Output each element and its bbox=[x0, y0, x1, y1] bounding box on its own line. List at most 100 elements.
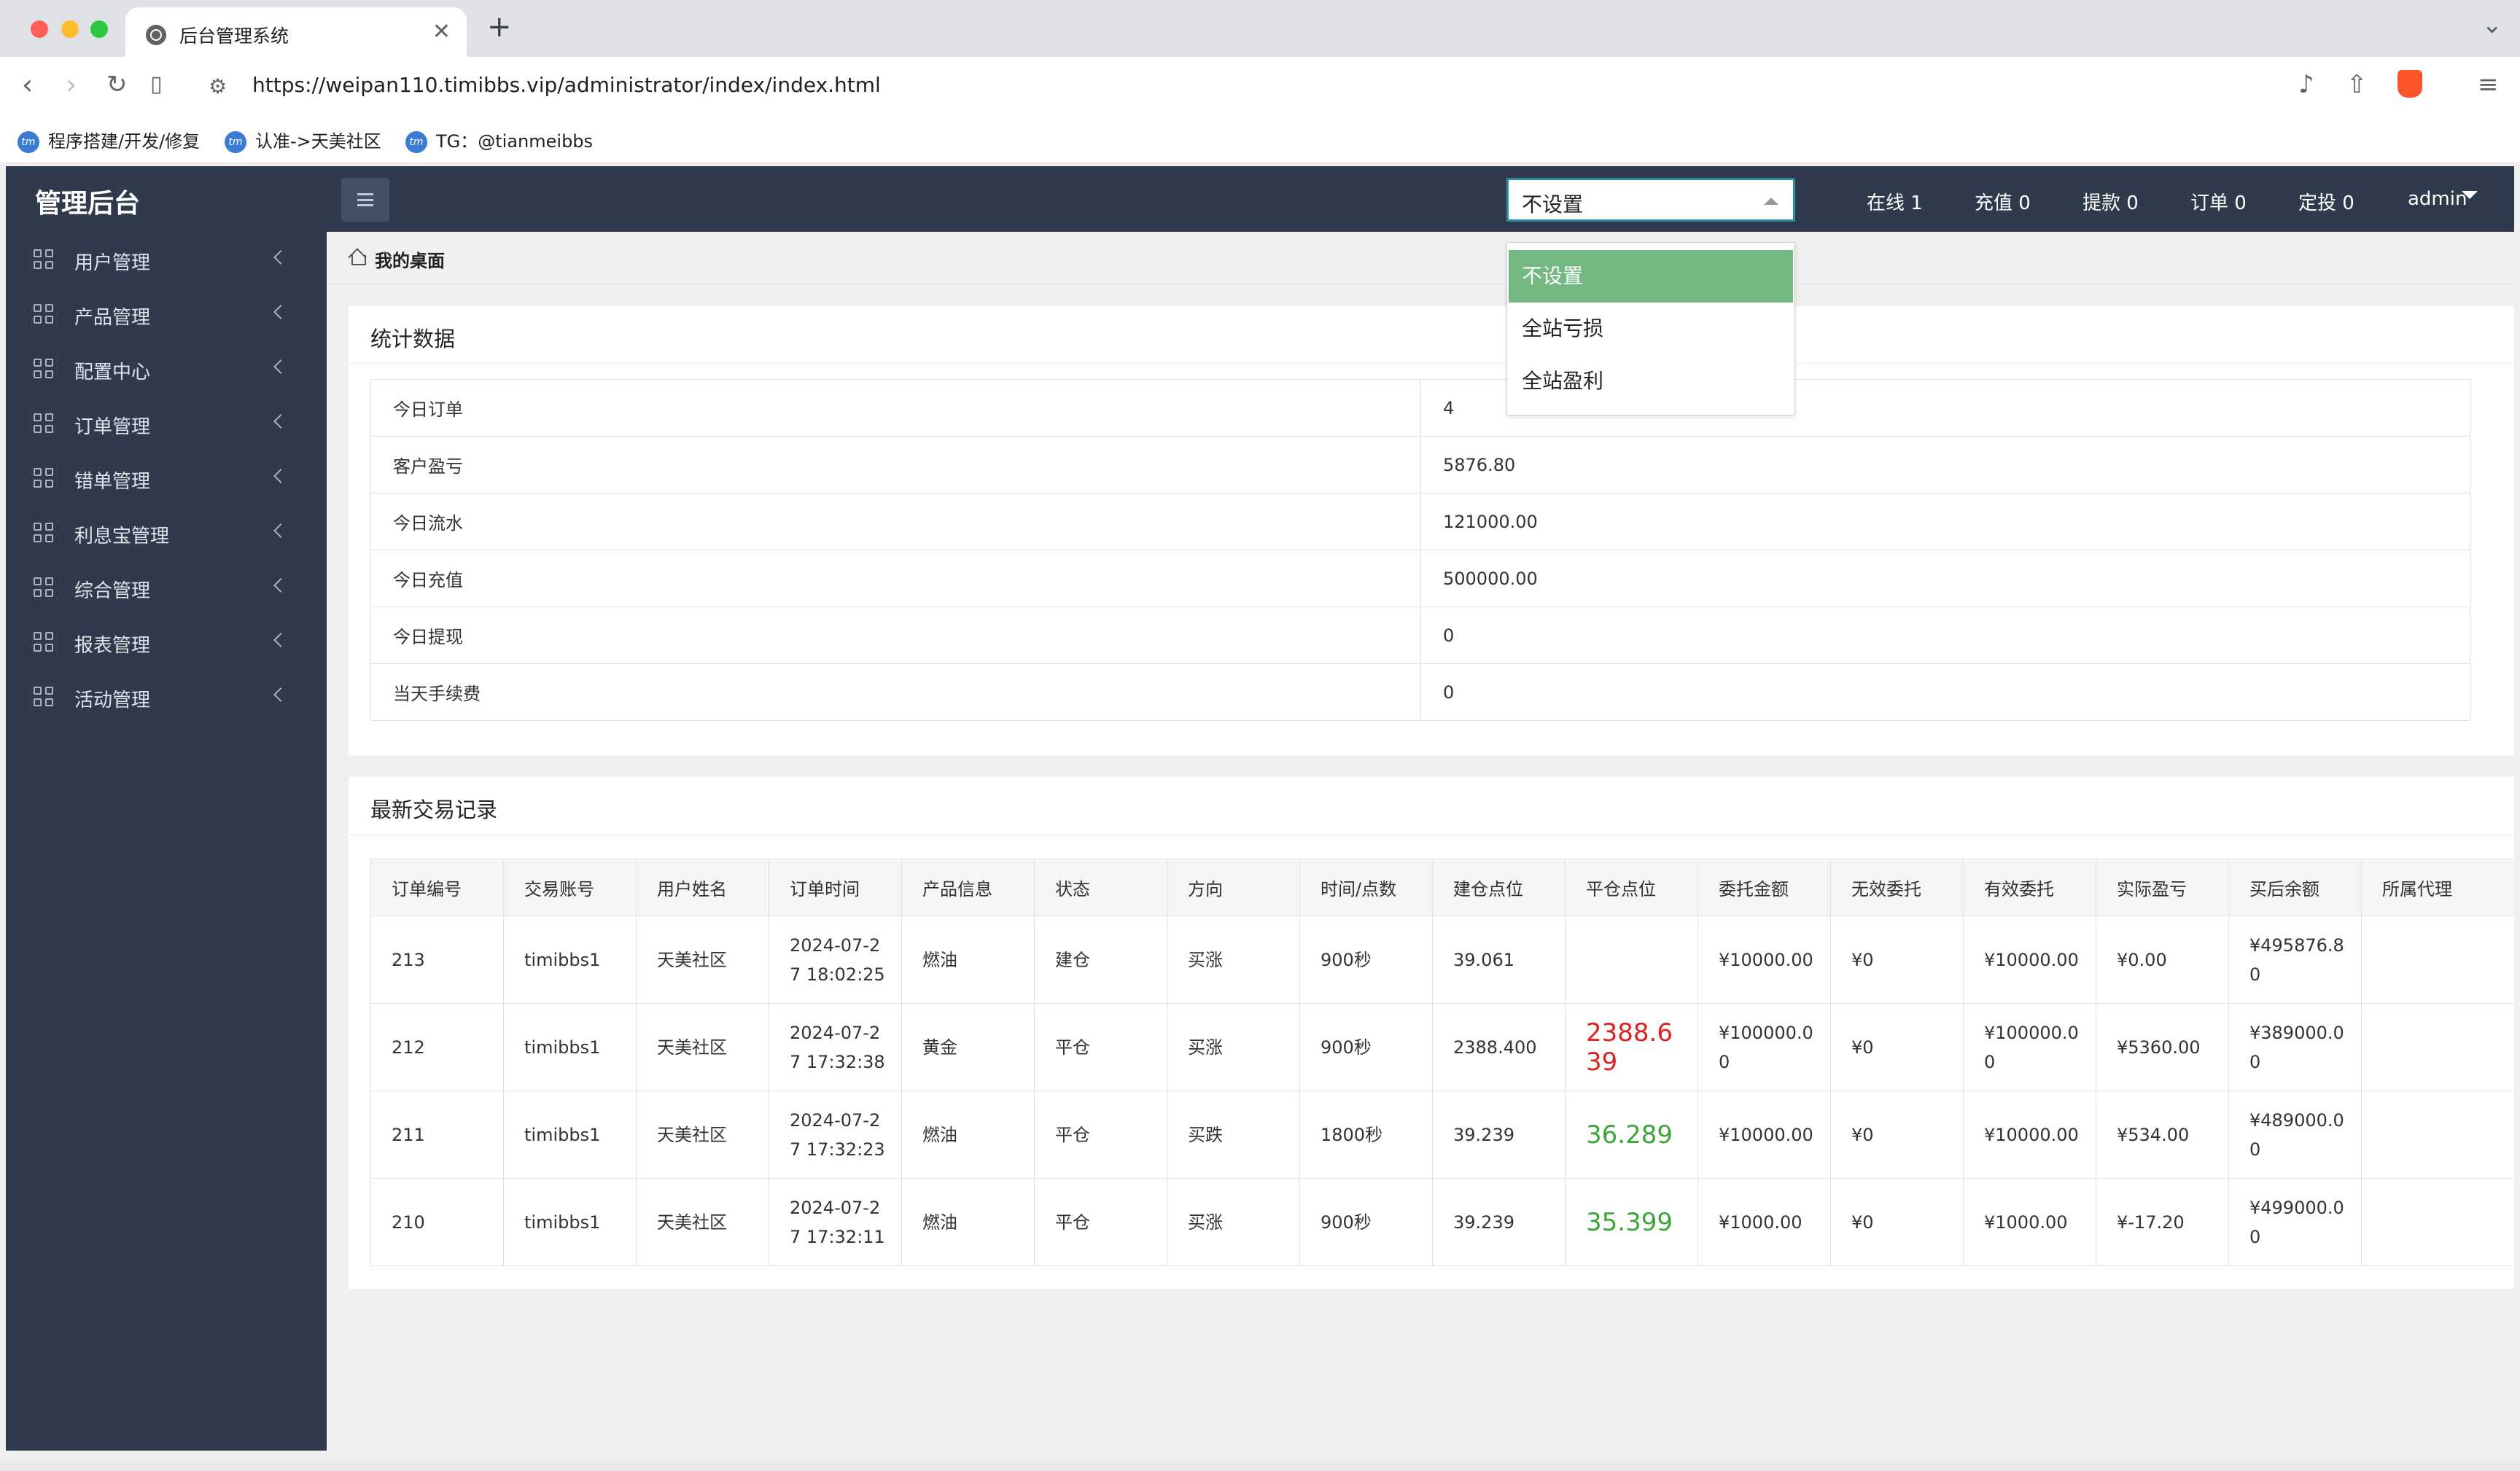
cell-invalid: ¥0 bbox=[1830, 1090, 1964, 1179]
maximize-window-button[interactable] bbox=[90, 20, 108, 38]
stats-row: 当天手续费 0 bbox=[370, 663, 2470, 721]
address-bar[interactable]: https://weipan110.timibbs.vip/administra… bbox=[252, 73, 881, 97]
cell-time: 2024-07-27 17:32:11 bbox=[769, 1178, 902, 1266]
recharge-count-link[interactable]: 充值 0 bbox=[1975, 192, 2031, 214]
cell-balance: ¥499000.00 bbox=[2228, 1178, 2362, 1266]
divider bbox=[349, 834, 2514, 835]
brave-icon[interactable] bbox=[2398, 70, 2422, 98]
cell-status: 平仓 bbox=[1034, 1003, 1167, 1091]
share-icon[interactable]: ⇧ bbox=[2346, 70, 2368, 99]
cell-invalid: ¥0 bbox=[1830, 1178, 1964, 1266]
breadcrumb: 我的桌面 bbox=[327, 232, 2514, 284]
cell-name: 天美社区 bbox=[636, 916, 769, 1004]
column-header: 交易账号 bbox=[503, 859, 637, 916]
stats-row: 今日订单 4 bbox=[370, 379, 2470, 437]
admin-user-menu[interactable]: admin bbox=[2408, 188, 2468, 210]
sidebar-item-label: 配置中心 bbox=[74, 362, 151, 383]
stats-table: 今日订单 4 客户盈亏 5876.80 今日流水 121000.00 今日充值 500000.… bbox=[370, 379, 2470, 721]
new-tab-button[interactable]: + bbox=[487, 10, 512, 44]
tab-list-chevron-icon[interactable]: ⌄ bbox=[2481, 10, 2503, 39]
dropdown-option-site-profit[interactable]: 全站盈利 bbox=[1522, 369, 1604, 393]
profit-mode-select[interactable]: 不设置 bbox=[1506, 178, 1795, 222]
back-icon[interactable]: ‹ bbox=[22, 69, 34, 101]
sidebar-item-label: 订单管理 bbox=[74, 416, 151, 438]
music-icon[interactable]: ♪ bbox=[2298, 70, 2314, 99]
trades-card: 最新交易记录 订单编号 交易账号 用户姓名 订单时间 产品信息 状态 方向 时间/点数 建仓点位… bbox=[349, 777, 2514, 1289]
sidebar-item[interactable]: 综合管理 bbox=[6, 560, 327, 614]
home-icon[interactable] bbox=[349, 248, 366, 265]
column-header: 状态 bbox=[1034, 859, 1167, 916]
cell-agent bbox=[2361, 1003, 2514, 1091]
browser-tab[interactable]: 后台管理系统 ✕ bbox=[125, 7, 467, 57]
grid-icon bbox=[34, 359, 54, 379]
cell-direction: 买涨 bbox=[1167, 1178, 1300, 1266]
column-header: 产品信息 bbox=[901, 859, 1035, 916]
minimize-window-button[interactable] bbox=[61, 20, 79, 38]
site-info-icon[interactable]: ⚙ bbox=[209, 74, 228, 98]
close-window-button[interactable] bbox=[31, 20, 48, 38]
bookmark-item[interactable]: tm TG：@tianmeibbs bbox=[405, 127, 593, 153]
cell-amount: ¥100000.00 bbox=[1698, 1003, 1831, 1091]
order-count-link[interactable]: 订单 0 bbox=[2190, 192, 2247, 214]
stats-card-title: 统计数据 bbox=[370, 327, 456, 351]
trades-card-title: 最新交易记录 bbox=[370, 797, 498, 822]
menu-toggle-button[interactable] bbox=[341, 178, 389, 222]
cell-open: 2388.400 bbox=[1432, 1003, 1566, 1091]
cell-id: 213 bbox=[370, 916, 504, 1004]
bookmark-favicon-icon: tm bbox=[405, 131, 427, 153]
sidebar-item[interactable]: 用户管理 bbox=[6, 232, 327, 286]
dropdown-option-site-loss[interactable]: 全站亏损 bbox=[1522, 316, 1604, 340]
sidebar-item[interactable]: 报表管理 bbox=[6, 614, 327, 669]
close-tab-icon[interactable]: ✕ bbox=[432, 19, 451, 44]
bookmark-favicon-icon: tm bbox=[18, 131, 39, 153]
column-header: 建仓点位 bbox=[1432, 859, 1566, 916]
sidebar-item-label: 产品管理 bbox=[74, 307, 151, 329]
sidebar-item[interactable]: 利息宝管理 bbox=[6, 505, 327, 560]
cell-open: 39.239 bbox=[1432, 1178, 1566, 1266]
caret-down-icon[interactable] bbox=[2462, 191, 2478, 199]
chevron-left-icon bbox=[273, 578, 288, 593]
stat-value: 0 bbox=[1420, 663, 2470, 721]
cell-amount: ¥10000.00 bbox=[1698, 916, 1831, 1004]
bookmark-item[interactable]: tm 认准->天美社区 bbox=[225, 127, 381, 153]
sidebar-item[interactable]: 订单管理 bbox=[6, 396, 327, 450]
forward-icon[interactable]: › bbox=[66, 69, 77, 101]
cell-status: 建仓 bbox=[1034, 916, 1167, 1004]
cell-status: 平仓 bbox=[1034, 1090, 1167, 1179]
browser-toolbar: ‹ › ↻ ▯ ⚙ https://weipan110.timibbs.vip/… bbox=[0, 57, 2520, 115]
bookmark-favicon-icon: tm bbox=[225, 131, 246, 153]
fixed-invest-count-link[interactable]: 定投 0 bbox=[2298, 192, 2354, 214]
breadcrumb-tab-desktop[interactable]: 我的桌面 bbox=[375, 251, 445, 271]
window-bottom-edge bbox=[0, 1451, 2520, 1471]
cell-invalid: ¥0 bbox=[1830, 916, 1964, 1004]
cell-close: 35.399 bbox=[1565, 1178, 1698, 1266]
cell-balance: ¥489000.00 bbox=[2228, 1090, 2362, 1179]
chevron-left-icon bbox=[273, 359, 288, 374]
menu-icon[interactable]: ≡ bbox=[2478, 70, 2499, 99]
cell-close: 2388.639 bbox=[1565, 1003, 1698, 1091]
withdraw-count-link[interactable]: 提款 0 bbox=[2082, 192, 2139, 214]
column-header: 委托金额 bbox=[1698, 859, 1831, 916]
cell-agent bbox=[2361, 1090, 2514, 1179]
grid-icon bbox=[34, 523, 54, 543]
reload-icon[interactable]: ↻ bbox=[106, 70, 128, 99]
cell-agent bbox=[2361, 916, 2514, 1004]
grid-icon bbox=[34, 468, 54, 488]
cell-agent bbox=[2361, 1178, 2514, 1266]
table-row: 213 timibbs1 天美社区 2024-07-27 18:02:25 燃油 建仓 买涨… bbox=[370, 916, 2514, 1004]
bookmark-item[interactable]: tm 程序搭建/开发/修复 bbox=[18, 127, 200, 153]
dropdown-option-none[interactable]: 不设置 bbox=[1509, 250, 1793, 303]
cell-open: 39.239 bbox=[1432, 1090, 1566, 1179]
sidebar-item[interactable]: 错单管理 bbox=[6, 450, 327, 505]
chevron-left-icon bbox=[273, 414, 288, 429]
online-count-link[interactable]: 在线 1 bbox=[1867, 192, 1923, 214]
cell-valid: ¥10000.00 bbox=[1963, 1090, 2096, 1179]
sidebar-item[interactable]: 产品管理 bbox=[6, 286, 327, 341]
bookmark-icon[interactable]: ▯ bbox=[150, 71, 163, 97]
sidebar-item[interactable]: 配置中心 bbox=[6, 341, 327, 396]
chevron-left-icon bbox=[273, 687, 288, 702]
column-header: 所属代理 bbox=[2361, 859, 2514, 916]
cell-product: 燃油 bbox=[901, 1178, 1035, 1266]
sidebar-item[interactable]: 活动管理 bbox=[6, 669, 327, 724]
table-row: 210 timibbs1 天美社区 2024-07-27 17:32:11 燃油 平仓 买涨… bbox=[370, 1178, 2514, 1266]
